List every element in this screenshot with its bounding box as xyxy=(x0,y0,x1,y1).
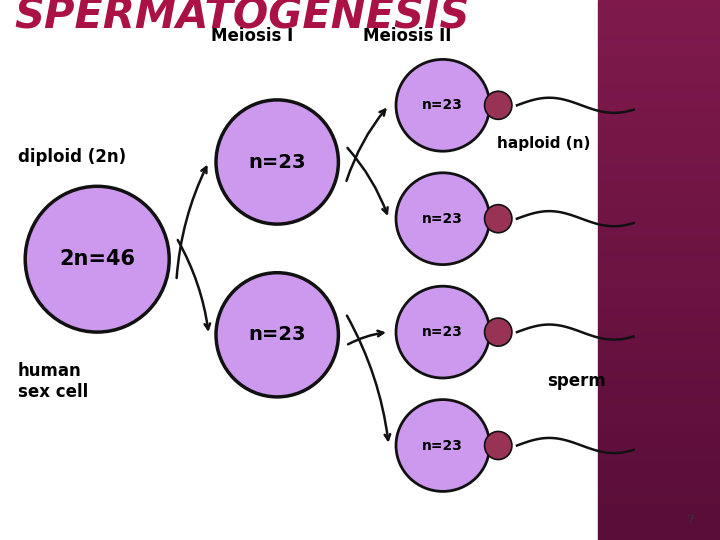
Bar xyxy=(598,126,720,135)
Text: Meiosis I: Meiosis I xyxy=(211,27,293,45)
Bar xyxy=(598,0,720,9)
Bar xyxy=(598,45,720,54)
Bar xyxy=(598,387,720,396)
Bar xyxy=(598,414,720,423)
Ellipse shape xyxy=(396,286,490,378)
Text: sperm: sperm xyxy=(547,372,606,390)
Bar xyxy=(598,18,720,27)
Bar xyxy=(598,360,720,369)
Bar xyxy=(598,108,720,117)
Text: n=23: n=23 xyxy=(423,98,463,112)
Bar xyxy=(598,261,720,270)
Text: n=23: n=23 xyxy=(248,325,306,345)
Bar xyxy=(598,351,720,360)
Bar xyxy=(598,504,720,513)
Bar xyxy=(598,180,720,189)
Bar xyxy=(598,243,720,252)
Text: SPERMATOGENESIS: SPERMATOGENESIS xyxy=(14,0,470,38)
Ellipse shape xyxy=(216,273,338,397)
Bar xyxy=(598,153,720,162)
Bar xyxy=(598,306,720,315)
Text: n=23: n=23 xyxy=(423,212,463,226)
Bar xyxy=(598,513,720,522)
Text: diploid (2n): diploid (2n) xyxy=(18,148,126,166)
Bar xyxy=(598,432,720,441)
Bar xyxy=(598,144,720,153)
Bar xyxy=(598,315,720,324)
Bar xyxy=(598,54,720,63)
Bar xyxy=(598,279,720,288)
Bar xyxy=(598,198,720,207)
Text: n=23: n=23 xyxy=(423,325,463,339)
Bar xyxy=(598,297,720,306)
Bar xyxy=(598,378,720,387)
Bar xyxy=(598,135,720,144)
Bar xyxy=(598,99,720,108)
Bar xyxy=(598,63,720,72)
Ellipse shape xyxy=(396,173,490,265)
Text: 7: 7 xyxy=(687,514,695,526)
Bar xyxy=(598,477,720,486)
Bar xyxy=(598,234,720,243)
Bar xyxy=(598,36,720,45)
Text: n=23: n=23 xyxy=(248,152,306,172)
Bar xyxy=(598,369,720,378)
Bar xyxy=(598,495,720,504)
Bar xyxy=(598,270,720,279)
Ellipse shape xyxy=(485,318,512,346)
Bar xyxy=(598,450,720,459)
Text: 2n=46: 2n=46 xyxy=(59,249,135,269)
Bar xyxy=(598,117,720,126)
Bar xyxy=(598,216,720,225)
Bar xyxy=(598,333,720,342)
Bar xyxy=(598,486,720,495)
Bar xyxy=(598,423,720,432)
Bar xyxy=(598,468,720,477)
Bar xyxy=(598,252,720,261)
Text: n=23: n=23 xyxy=(423,438,463,453)
Bar xyxy=(598,72,720,81)
Bar xyxy=(598,225,720,234)
Bar xyxy=(598,27,720,36)
Text: haploid (n): haploid (n) xyxy=(497,136,590,151)
Bar xyxy=(598,171,720,180)
Bar xyxy=(598,324,720,333)
Text: human
sex cell: human sex cell xyxy=(18,362,89,401)
Bar xyxy=(598,531,720,540)
Bar xyxy=(598,459,720,468)
Bar xyxy=(598,189,720,198)
Bar xyxy=(598,441,720,450)
Ellipse shape xyxy=(396,59,490,151)
Ellipse shape xyxy=(485,205,512,233)
Ellipse shape xyxy=(485,91,512,119)
Bar xyxy=(598,162,720,171)
Bar xyxy=(598,9,720,18)
Bar xyxy=(598,396,720,405)
Bar xyxy=(598,90,720,99)
Bar xyxy=(598,342,720,351)
Ellipse shape xyxy=(25,186,169,332)
Ellipse shape xyxy=(485,431,512,460)
Bar xyxy=(598,522,720,531)
Bar xyxy=(598,81,720,90)
Ellipse shape xyxy=(396,400,490,491)
Text: Meiosis II: Meiosis II xyxy=(363,27,451,45)
Bar xyxy=(598,207,720,216)
Ellipse shape xyxy=(216,100,338,224)
Bar xyxy=(598,288,720,297)
Bar xyxy=(598,405,720,414)
